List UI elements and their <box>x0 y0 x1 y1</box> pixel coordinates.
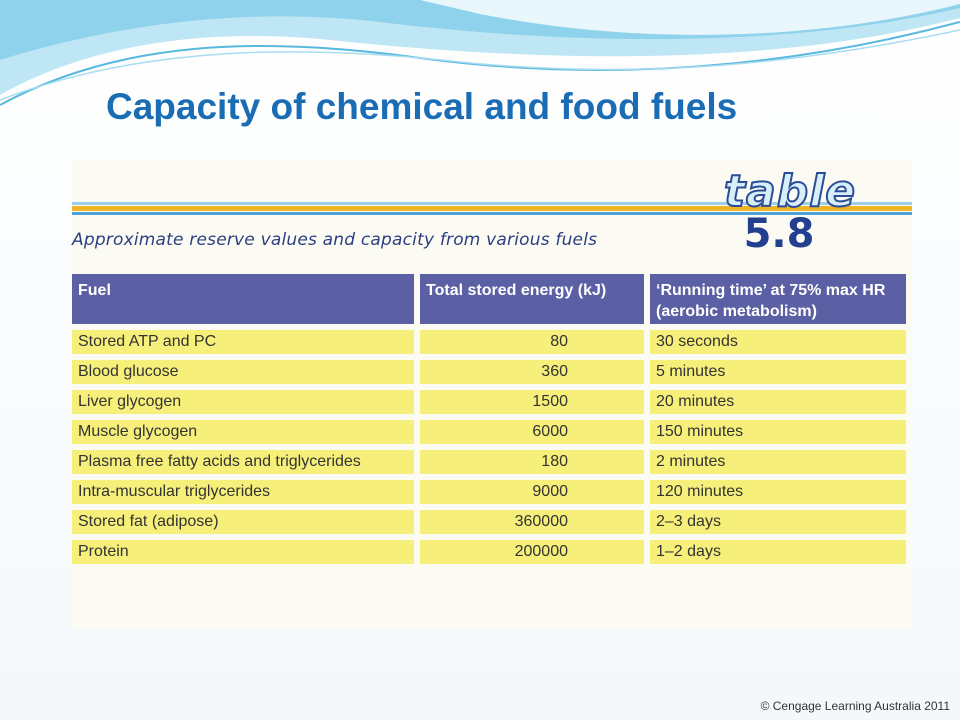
running-time-cell: 1–2 days <box>650 540 906 570</box>
running-time-cell: 5 minutes <box>650 360 906 390</box>
column-header-energy: Total stored energy (kJ) <box>420 274 644 330</box>
table-row: Stored fat (adipose) 360000 2–3 days <box>72 510 906 540</box>
fuel-cell: Muscle glycogen <box>72 420 414 450</box>
energy-cell: 360000 <box>420 510 644 540</box>
table-row: Blood glucose 360 5 minutes <box>72 360 906 390</box>
running-time-cell: 2–3 days <box>650 510 906 540</box>
fuel-capacity-table: Fuel Total stored energy (kJ) ‘Running t… <box>72 274 906 570</box>
table-row: Protein 200000 1–2 days <box>72 540 906 570</box>
header-wave-decoration <box>0 0 960 106</box>
energy-cell: 200000 <box>420 540 644 570</box>
running-time-cell: 150 minutes <box>650 420 906 450</box>
badge-word: table <box>723 166 857 217</box>
energy-cell: 6000 <box>420 420 644 450</box>
fuel-cell: Protein <box>72 540 414 570</box>
fuel-cell: Stored ATP and PC <box>72 330 414 360</box>
fuel-cell: Intra-muscular triglycerides <box>72 480 414 510</box>
energy-cell: 180 <box>420 450 644 480</box>
table-row: Liver glycogen 1500 20 minutes <box>72 390 906 420</box>
slide-title: Capacity of chemical and food fuels <box>106 86 738 127</box>
figure-stripe-decoration <box>72 202 912 215</box>
textbook-table-figure: table 5.8 Approximate reserve values and… <box>72 160 912 628</box>
energy-cell: 1500 <box>420 390 644 420</box>
fuel-cell: Blood glucose <box>72 360 414 390</box>
fuel-cell: Stored fat (adipose) <box>72 510 414 540</box>
energy-cell: 9000 <box>420 480 644 510</box>
column-header-fuel: Fuel <box>72 274 414 330</box>
table-number-badge: table 5.8 <box>723 166 857 260</box>
copyright-notice: © Cengage Learning Australia 2011 <box>760 699 950 713</box>
badge-number: 5.8 <box>743 211 815 257</box>
energy-cell: 80 <box>420 330 644 360</box>
fuel-cell: Liver glycogen <box>72 390 414 420</box>
table-row: Muscle glycogen 6000 150 minutes <box>72 420 906 450</box>
table-caption: Approximate reserve values and capacity … <box>72 230 598 250</box>
table-row: Stored ATP and PC 80 30 seconds <box>72 330 906 360</box>
table-header-row: Fuel Total stored energy (kJ) ‘Running t… <box>72 274 906 330</box>
running-time-cell: 2 minutes <box>650 450 906 480</box>
table-row: Intra-muscular triglycerides 9000 120 mi… <box>72 480 906 510</box>
table-row: Plasma free fatty acids and triglyceride… <box>72 450 906 480</box>
running-time-cell: 20 minutes <box>650 390 906 420</box>
running-time-cell: 30 seconds <box>650 330 906 360</box>
energy-cell: 360 <box>420 360 644 390</box>
column-header-running-time: ‘Running time’ at 75% max HR (aerobic me… <box>650 274 906 330</box>
fuel-cell: Plasma free fatty acids and triglyceride… <box>72 450 414 480</box>
running-time-cell: 120 minutes <box>650 480 906 510</box>
